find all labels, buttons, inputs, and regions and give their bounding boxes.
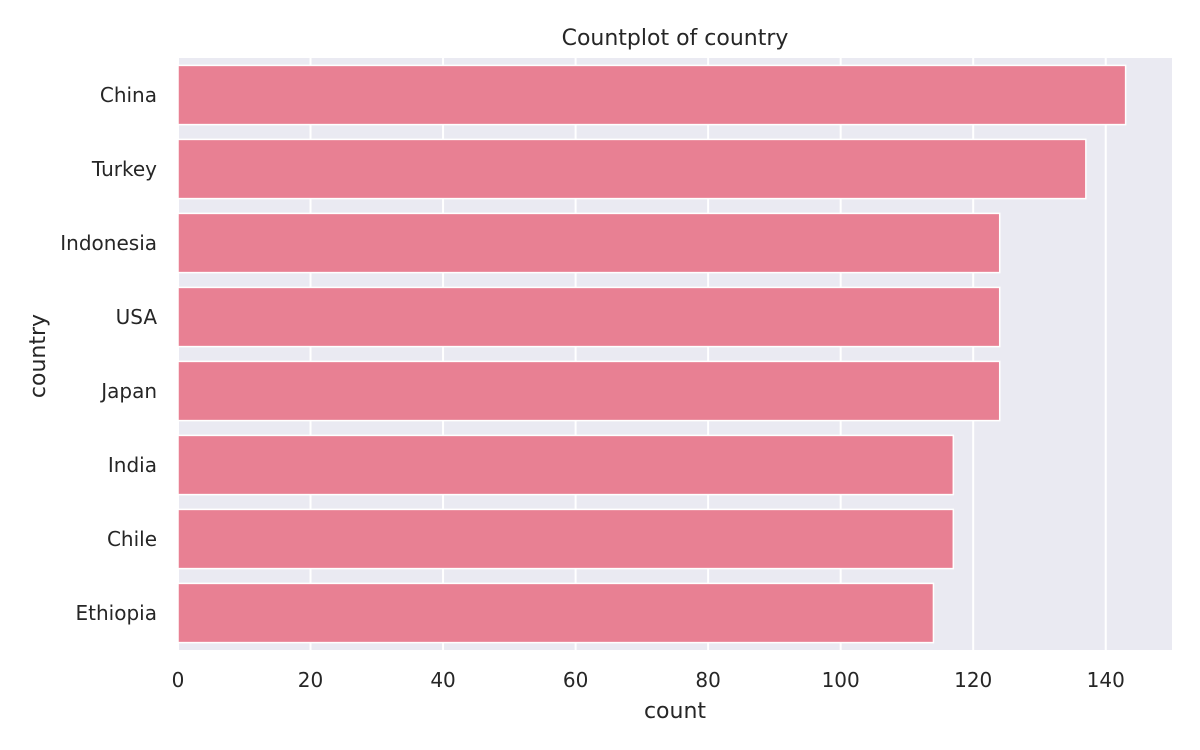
bar-japan (177, 360, 1001, 422)
bars (177, 64, 1127, 644)
x-tick-label: 140 (1087, 668, 1125, 692)
bar-indonesia (177, 212, 1001, 274)
x-tick-label: 60 (563, 668, 588, 692)
y-tick-label: Turkey (91, 157, 157, 181)
x-tick-labels: 0 20 40 60 80 100 120 140 (172, 668, 1125, 692)
bar-china (177, 64, 1127, 126)
y-tick-label: China (100, 83, 157, 107)
bar-turkey (177, 138, 1087, 200)
y-tick-label: Chile (107, 527, 157, 551)
x-tick-label: 120 (954, 668, 992, 692)
y-tick-label: USA (116, 305, 158, 329)
x-tick-label: 100 (822, 668, 860, 692)
x-tick-label: 0 (172, 668, 185, 692)
y-tick-label: Indonesia (60, 231, 157, 255)
x-tick-label: 40 (430, 668, 455, 692)
y-tick-label: India (108, 453, 157, 477)
bar-usa (177, 286, 1001, 348)
x-tick-label: 80 (695, 668, 720, 692)
bar-india (177, 434, 955, 496)
chart-title: Countplot of country (562, 26, 789, 51)
y-tick-labels: China Turkey Indonesia USA Japan India Chile Et… (60, 83, 157, 625)
x-tick-label: 20 (298, 668, 323, 692)
bar-chile (177, 508, 955, 570)
x-axis-label: count (644, 699, 706, 724)
y-tick-label: Japan (99, 379, 157, 403)
bar-ethiopia (177, 582, 935, 644)
y-tick-label: Ethiopia (76, 601, 157, 625)
y-axis-label: country (26, 314, 51, 398)
